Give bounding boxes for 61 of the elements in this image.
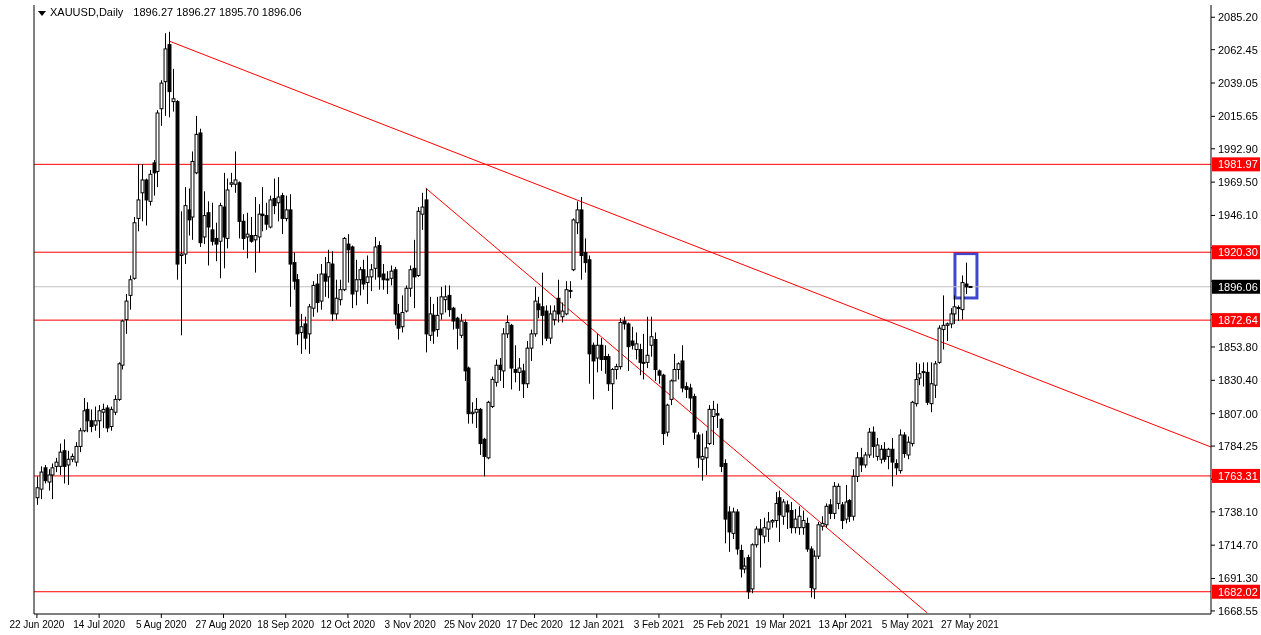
ref-line-label: 1682.02 <box>1218 585 1258 598</box>
candlestick <box>253 196 258 274</box>
y-tick-label: 1691.30 <box>1218 572 1258 585</box>
ref-line-label: 1981.97 <box>1218 158 1258 171</box>
y-tick-label: 1714.70 <box>1218 539 1258 552</box>
y-tick-label: 2062.45 <box>1218 43 1258 56</box>
y-tick-label: 1784.25 <box>1218 439 1258 452</box>
chart-subtitle: 1896.27 1896.27 1895.70 1896.06 <box>133 6 302 18</box>
x-tick-label: 3 Feb 2021 <box>633 619 685 630</box>
candlestick <box>871 425 876 459</box>
candlestick <box>365 255 370 305</box>
y-tick-label: 1853.80 <box>1218 340 1258 353</box>
x-tick-label: 22 Jun 2020 <box>9 619 65 630</box>
candlestick <box>777 490 782 543</box>
ref-line-label: 1763.31 <box>1218 469 1258 482</box>
x-tick-label: 12 Oct 2020 <box>320 619 376 630</box>
y-tick-label: 2015.65 <box>1218 110 1258 123</box>
x-tick-label: 12 Jan 2021 <box>569 619 625 630</box>
y-tick-label: 1946.10 <box>1218 209 1258 222</box>
y-tick-label: 1738.10 <box>1218 505 1258 518</box>
y-tick-label: 1992.90 <box>1218 142 1258 155</box>
x-tick-label: 27 May 2021 <box>941 619 1000 630</box>
x-tick-label: 5 Aug 2020 <box>136 619 188 630</box>
candlestick <box>556 279 561 323</box>
x-tick-label: 3 Nov 2020 <box>384 619 437 630</box>
x-tick-label: 17 Dec 2020 <box>506 619 564 630</box>
x-tick-label: 18 Sep 2020 <box>257 619 315 630</box>
candlestick <box>785 500 790 530</box>
x-tick-label: 5 May 2021 <box>881 619 935 630</box>
y-tick-label: 2085.20 <box>1218 11 1258 24</box>
y-tick-label: 1668.55 <box>1218 604 1258 617</box>
x-tick-label: 19 Mar 2021 <box>755 619 812 630</box>
y-tick-label: 2039.05 <box>1218 76 1258 89</box>
candlestick <box>599 337 604 372</box>
candlestick <box>700 433 705 482</box>
candlestick <box>245 212 250 259</box>
x-tick-label: 25 Feb 2021 <box>693 619 750 630</box>
candlestick <box>886 447 891 470</box>
candlestick <box>626 321 631 372</box>
candlestick <box>758 518 763 569</box>
x-tick-label: 14 Jul 2020 <box>73 619 126 630</box>
candlestick <box>85 401 90 433</box>
chart-title: XAUUSD,Daily <box>50 6 124 18</box>
y-tick-label: 1830.40 <box>1218 374 1258 387</box>
candlestick <box>105 404 110 433</box>
ref-line-label: 1920.30 <box>1218 246 1258 259</box>
candlestick <box>443 284 448 313</box>
y-tick-label: 1969.50 <box>1218 175 1258 188</box>
x-tick-label: 13 Apr 2021 <box>818 619 873 630</box>
y-tick-label: 1807.00 <box>1218 407 1258 420</box>
candlestick <box>97 404 102 439</box>
candlestick <box>797 505 802 536</box>
candlestick <box>595 333 600 373</box>
candlestick <box>62 438 67 484</box>
x-tick-label: 25 Nov 2020 <box>443 619 502 630</box>
x-tick-label: 27 Aug 2020 <box>195 619 253 630</box>
candlestick <box>793 508 798 534</box>
ref-line-label: 1872.64 <box>1218 313 1258 326</box>
candlestick <box>276 176 281 222</box>
candlestick <box>789 501 794 534</box>
ref-line-label: 1896.06 <box>1218 280 1258 293</box>
